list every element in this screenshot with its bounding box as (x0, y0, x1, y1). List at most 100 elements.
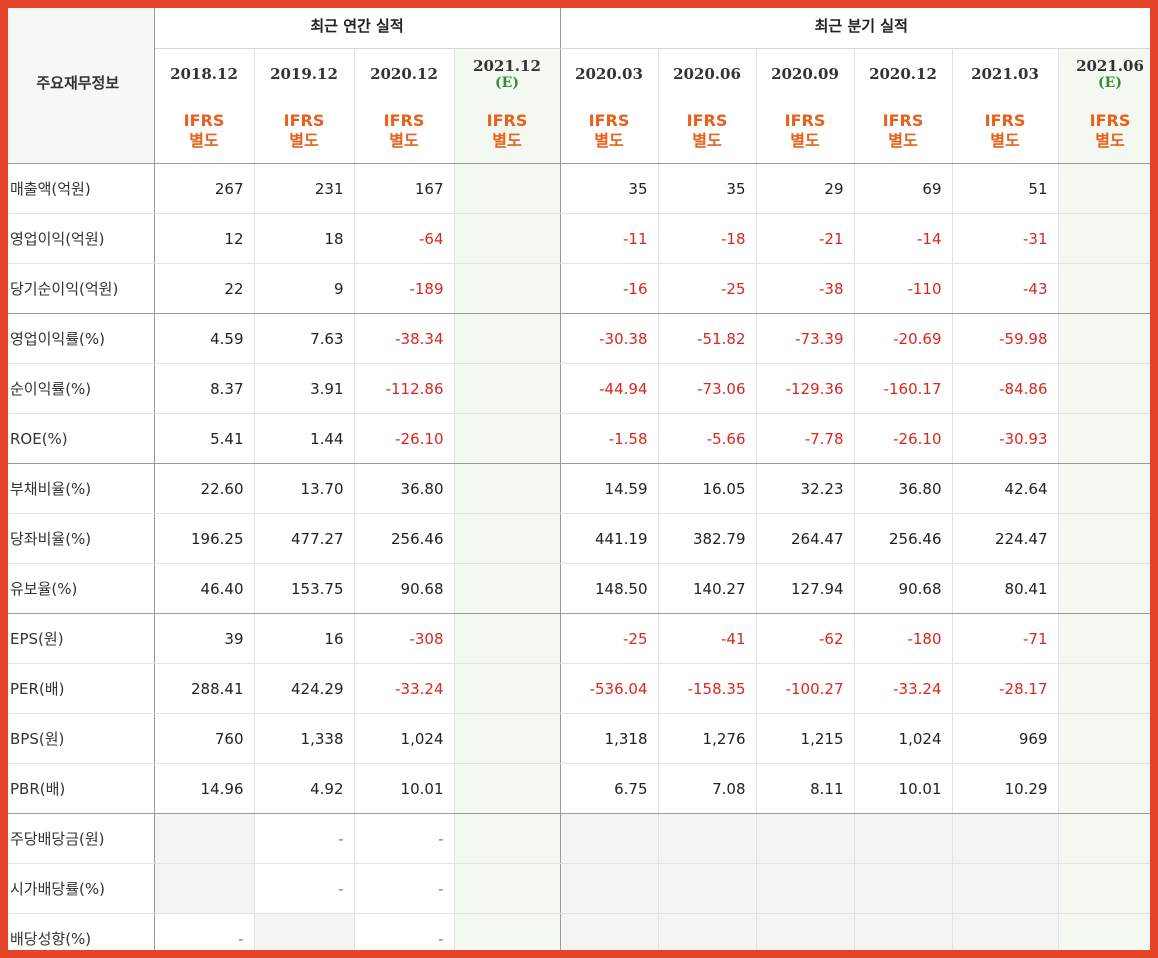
value-cell: -38.34 (354, 313, 455, 364)
value-cell (1058, 513, 1150, 564)
ifrs-label: IFRS (383, 111, 425, 130)
value-cell (454, 513, 561, 564)
period-header: 2020.06 (658, 48, 757, 99)
value-cell: -33.24 (854, 663, 953, 714)
ifrs-label: IFRS (1089, 111, 1131, 130)
value-cell: - (254, 863, 355, 914)
table-row: 영업이익률(%) 4.59 7.63 -38.34 -30.38 -51.82 -73.39… (8, 313, 1150, 364)
separate-label: 별도 (189, 131, 219, 150)
ifrs-basis-badge: IFRS 별도 (854, 99, 953, 164)
table-row: 시가배당률(%) - - (8, 863, 1150, 914)
value-cell: 29 (756, 163, 855, 214)
period-header: 2020.12 (854, 48, 953, 99)
value-cell: - (354, 813, 455, 864)
row-label: 부채비율(%) (8, 463, 155, 514)
quarterly-results-title: 최근 분기 실적 (560, 8, 1150, 49)
empty-cell (560, 813, 659, 864)
period-header: 2020.09 (756, 48, 855, 99)
period-header: 2021.03 (952, 48, 1059, 99)
value-cell: 231 (254, 163, 355, 214)
value-cell: 6.75 (560, 763, 659, 814)
row-label: PBR(배) (8, 763, 155, 814)
value-cell (1058, 413, 1150, 464)
value-cell (1058, 463, 1150, 514)
value-cell: 148.50 (560, 563, 659, 614)
value-cell: 167 (354, 163, 455, 214)
ifrs-basis-badge: IFRS 별도 (560, 99, 659, 164)
value-cell: 1,276 (658, 713, 757, 764)
period-label: 2021.03 (971, 65, 1039, 83)
value-cell: - (354, 913, 455, 950)
value-cell: 35 (658, 163, 757, 214)
value-cell: -73.39 (756, 313, 855, 364)
row-label: BPS(원) (8, 713, 155, 764)
separate-label: 별도 (692, 131, 722, 150)
value-cell: -84.86 (952, 363, 1059, 414)
value-cell: 36.80 (354, 463, 455, 514)
empty-cell (854, 913, 953, 950)
value-cell (1058, 663, 1150, 714)
empty-cell (952, 863, 1059, 914)
table-row: EPS(원) 39 16 -308 -25 -41 -62 -180 -71 (8, 613, 1150, 664)
value-cell (454, 363, 561, 414)
value-cell (454, 563, 561, 614)
value-cell (454, 313, 561, 364)
value-cell: -189 (354, 263, 455, 314)
value-cell: 10.01 (354, 763, 455, 814)
table-row: 유보율(%) 46.40 153.75 90.68 148.50 140.27 127.94… (8, 563, 1150, 614)
value-cell: 441.19 (560, 513, 659, 564)
value-cell: -71 (952, 613, 1059, 664)
empty-cell (454, 863, 561, 914)
value-cell: -20.69 (854, 313, 953, 364)
value-cell: 8.11 (756, 763, 855, 814)
value-cell: 196.25 (154, 513, 255, 564)
table-row: 순이익률(%) 8.37 3.91 -112.86 -44.94 -73.06 -129.3… (8, 363, 1150, 414)
value-cell: 760 (154, 713, 255, 764)
empty-cell (1058, 813, 1150, 864)
value-cell: 46.40 (154, 563, 255, 614)
empty-cell (454, 813, 561, 864)
value-cell (454, 163, 561, 214)
table-row: 당기순이익(억원) 22 9 -189 -16 -25 -38 -110 -43 (8, 263, 1150, 314)
value-cell: 35 (560, 163, 659, 214)
table-row: 부채비율(%) 22.60 13.70 36.80 14.59 16.05 32.23 36.… (8, 463, 1150, 514)
value-cell: 12 (154, 213, 255, 264)
value-cell (454, 613, 561, 664)
period-label: 2021.06 (1076, 57, 1144, 75)
value-cell: 22 (154, 263, 255, 314)
row-label: 당좌비율(%) (8, 513, 155, 564)
ifrs-label: IFRS (686, 111, 728, 130)
empty-cell (560, 863, 659, 914)
row-label: 유보율(%) (8, 563, 155, 614)
period-label: 2021.12 (473, 57, 541, 75)
value-cell (454, 763, 561, 814)
value-cell: -1.58 (560, 413, 659, 464)
value-cell: -64 (354, 213, 455, 264)
row-label: 영업이익률(%) (8, 313, 155, 364)
separate-label: 별도 (888, 131, 918, 150)
value-cell (1058, 613, 1150, 664)
ifrs-label: IFRS (984, 111, 1026, 130)
ifrs-basis-badge: IFRS 별도 (354, 99, 455, 164)
ifrs-label: IFRS (283, 111, 325, 130)
ifrs-basis-badge: IFRS 별도 (1058, 99, 1150, 164)
ifrs-label: IFRS (183, 111, 225, 130)
period-label: 2020.06 (673, 65, 741, 83)
value-cell: 264.47 (756, 513, 855, 564)
empty-cell (254, 913, 355, 950)
ifrs-basis-badge: IFRS 별도 (756, 99, 855, 164)
value-cell (1058, 713, 1150, 764)
ifrs-basis-badge: IFRS 별도 (658, 99, 757, 164)
value-cell: 477.27 (254, 513, 355, 564)
table-row: 배당성향(%) - - (8, 913, 1150, 950)
estimate-marker: (E) (1098, 75, 1122, 91)
table-row: 주당배당금(원) - - (8, 813, 1150, 864)
value-cell: 7.63 (254, 313, 355, 364)
value-cell (454, 713, 561, 764)
annual-results-title: 최근 연간 실적 (154, 8, 561, 49)
value-cell: -18 (658, 213, 757, 264)
value-cell: 8.37 (154, 363, 255, 414)
value-cell: 3.91 (254, 363, 355, 414)
